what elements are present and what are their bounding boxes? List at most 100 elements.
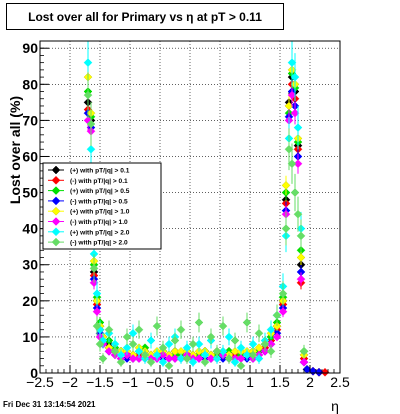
data-point (122, 343, 132, 353)
legend-marker (51, 175, 61, 185)
data-point (194, 339, 204, 349)
y-tick-label: 0 (30, 365, 38, 381)
x-tick-label: 2 (306, 374, 314, 390)
axes: −2.5 −2 −1.5 −1 −0.5 0 0.5 1 1.5 2 2.5 0 10 20 30 40 50 6… (22, 40, 350, 390)
data-point (176, 325, 186, 335)
legend-label: (+) with pT/|q| > 0.1 (70, 168, 130, 175)
data-point (182, 354, 192, 363)
data-point (230, 336, 240, 345)
data-point (281, 224, 291, 234)
series-8 (83, 71, 309, 371)
data-point (128, 339, 138, 349)
legend-label: (+) with pT/|q| > 2.0 (70, 229, 130, 236)
data-point (182, 343, 192, 353)
data-point (278, 307, 288, 317)
data-point (83, 58, 93, 68)
data-point (164, 361, 174, 371)
legend-marker (51, 196, 61, 206)
data-point (194, 318, 204, 327)
data-point (299, 357, 309, 367)
x-tick-label: 2.5 (330, 374, 350, 390)
data-point (176, 354, 186, 363)
y-tick-label: 70 (22, 112, 38, 128)
data-point (266, 325, 276, 335)
legend-label: (+) with pT/|q| > 1.0 (70, 209, 130, 216)
data-point (95, 339, 105, 349)
data-point (218, 321, 228, 331)
data-point (299, 346, 309, 356)
legend-label: (+) with pT/|q| > 0.5 (70, 188, 130, 195)
data-point (236, 361, 246, 371)
legend-marker (51, 206, 61, 216)
data-point (248, 350, 258, 360)
legend-box (42, 162, 162, 250)
data-point (98, 354, 108, 363)
data-point (128, 354, 138, 363)
data-point (290, 72, 300, 82)
data-point (296, 274, 306, 284)
data-point (122, 350, 132, 360)
data-point (188, 357, 198, 367)
chart-title: Lost over all for Primary vs η at pT > 0… (6, 3, 284, 30)
data-point (287, 159, 297, 169)
data-point (170, 354, 180, 363)
data-point (146, 357, 156, 367)
data-point (212, 354, 222, 363)
data-point (86, 119, 96, 129)
x-tick-label: −1.5 (86, 374, 114, 390)
data-point (86, 144, 96, 154)
data-point (158, 343, 168, 353)
x-tick-label: 1.5 (270, 374, 290, 390)
x-tick-label: 0 (186, 374, 194, 390)
data-point (89, 263, 99, 273)
data-point (206, 332, 216, 342)
data-point (296, 253, 306, 262)
x-tick-label: 1 (246, 374, 254, 390)
data-point (206, 354, 216, 363)
x-axis-label: η (331, 398, 339, 414)
legend-marker (51, 227, 61, 237)
data-point (290, 188, 300, 197)
legend-marker (51, 165, 61, 175)
data-point (212, 346, 222, 356)
data-point (272, 310, 282, 320)
data-point (104, 346, 114, 356)
data-point (152, 350, 162, 360)
data-point (293, 123, 303, 132)
data-point (260, 339, 270, 349)
data-point (272, 332, 282, 342)
data-point (218, 346, 228, 356)
legend-marker (51, 237, 61, 247)
data-point (281, 180, 291, 190)
data-point (110, 346, 120, 356)
data-point (266, 346, 276, 356)
legend-label: (-) with pT/|q| > 2.0 (70, 240, 128, 247)
data-point (134, 346, 144, 356)
data-point (200, 357, 210, 367)
legend-marker (51, 186, 61, 195)
legend-label: (-) with pT/|q| > 0.1 (70, 178, 128, 185)
data-point (254, 328, 264, 338)
data-point (248, 339, 258, 349)
data-point (296, 231, 306, 241)
data-point (242, 318, 252, 327)
y-tick-label: 10 (22, 329, 38, 345)
y-tick-label: 90 (22, 40, 38, 56)
legend: (+) with pT/|q| > 0.1 (-) with pT/|q| > 0… (42, 162, 162, 250)
data-point (146, 336, 156, 345)
y-tick-label: 40 (22, 221, 38, 237)
x-tick-label: −1 (122, 374, 138, 390)
data-point (92, 307, 102, 317)
timestamp-footer: Fri Dec 31 13:14:54 2021 (3, 400, 96, 409)
data-point (188, 339, 198, 349)
x-tick-label: −2.5 (26, 374, 54, 390)
data-point (152, 321, 162, 331)
data-point (224, 354, 234, 363)
data-point (116, 357, 126, 367)
x-tick-label: 0.5 (210, 374, 230, 390)
legend-label: (-) with pT/|q| > 1.0 (70, 219, 128, 226)
data-point (134, 354, 144, 363)
data-point (278, 289, 288, 298)
data-point (194, 354, 204, 363)
data-point (158, 357, 168, 367)
